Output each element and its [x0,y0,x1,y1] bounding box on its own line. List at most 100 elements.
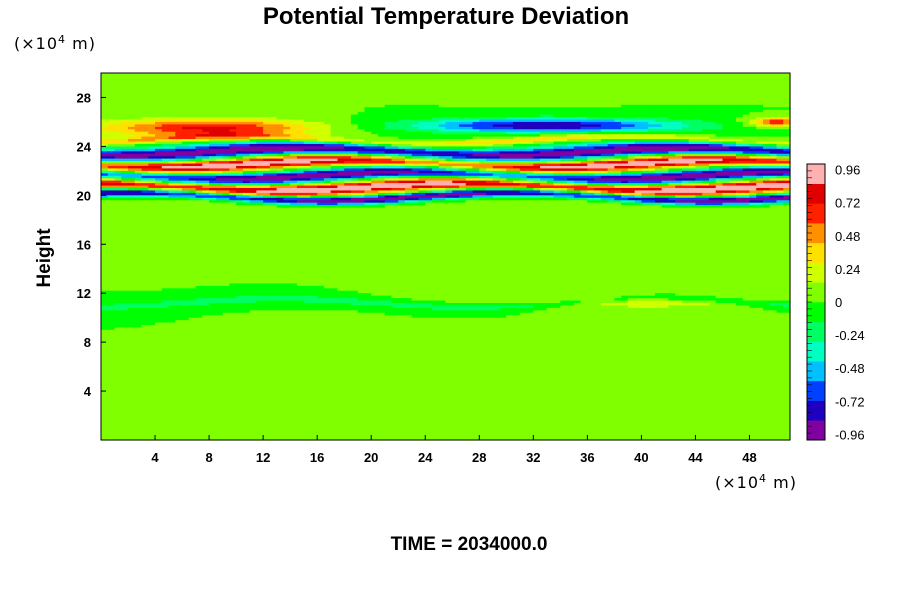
heatmap-cell [276,75,284,79]
heatmap-cell [141,107,149,111]
heatmap-cell [384,112,393,116]
heatmap-cell [695,126,703,130]
heatmap-cell [364,77,372,81]
heatmap-cell [708,107,717,111]
heatmap-cell [783,121,791,125]
heatmap-cell [607,73,615,77]
heatmap-cell [101,136,109,140]
heatmap-cell [600,95,609,99]
heatmap-cell [182,126,190,130]
heatmap-cell [695,131,703,135]
heatmap-cell [600,85,609,89]
heatmap-cell [101,102,109,106]
heatmap-cell [533,75,541,79]
heatmap-cell [641,85,649,89]
heatmap-cell [769,73,778,77]
heatmap-cell [776,109,784,113]
heatmap-cell [546,124,555,128]
heatmap-cell [519,129,528,133]
heatmap-cell [229,136,237,140]
heatmap-cell [573,97,582,101]
heatmap-cell [594,87,602,91]
heatmap-cell [594,73,602,77]
heatmap-cell [418,131,426,135]
heatmap-cell [344,119,352,123]
heatmap-cell [526,131,534,135]
heatmap-cell [573,73,582,77]
heatmap-cell [371,73,379,77]
heatmap-cell [695,95,703,99]
heatmap-cell [128,121,136,125]
heatmap-cell [404,131,413,135]
heatmap-cell [357,85,366,89]
heatmap-cell [161,80,170,84]
heatmap-cell [438,109,447,113]
heatmap-cell [310,85,318,89]
heatmap-cell [445,124,453,128]
heatmap-cell [648,85,656,89]
heatmap-cell [560,112,568,116]
heatmap-cell [161,126,170,130]
heatmap-cell [749,121,757,125]
heatmap-cell [425,95,433,99]
heatmap-cell [546,117,555,121]
heatmap-cell [175,119,183,123]
heatmap-cell [209,85,217,89]
heatmap-cell [614,92,622,96]
heatmap-cell [634,97,642,101]
heatmap-cell [290,131,298,135]
heatmap-cell [202,90,210,94]
heatmap-cell [222,75,230,79]
heatmap-cell [195,117,203,121]
heatmap-cell [702,97,710,101]
heatmap-cell [715,104,724,108]
heatmap-cell [344,114,352,118]
heatmap-cell [614,134,622,138]
heatmap-cell [654,87,663,91]
heatmap-cell [587,119,595,123]
heatmap-cell [580,112,588,116]
heatmap-cell [702,139,710,143]
heatmap-cell [256,77,264,81]
heatmap-cell [114,80,122,84]
heatmap-cell [236,82,244,86]
heatmap-cell [641,90,649,94]
heatmap-cell [391,134,399,138]
heatmap-cell [391,112,399,116]
heatmap-cell [587,85,595,89]
heatmap-cell [276,97,284,101]
heatmap-cell [337,129,345,133]
heatmap-cell [330,129,339,133]
heatmap-cell [121,97,129,101]
heatmap-cell [540,104,548,108]
heatmap-cell [269,95,278,99]
heatmap-cell [330,109,339,113]
heatmap-cell [202,87,210,91]
heatmap-cell [350,121,359,125]
heatmap-cell [317,104,325,108]
heatmap-cell [492,134,501,138]
heatmap-cell [695,117,703,121]
heatmap-cell [276,102,284,106]
heatmap-cell [249,112,257,116]
heatmap-cell [769,126,778,130]
heatmap-cell [148,126,156,130]
heatmap-cell [411,92,420,96]
heatmap-cell [749,77,757,81]
heatmap-cell [546,104,555,108]
heatmap-cell [263,121,271,125]
heatmap-cell [749,82,757,86]
heatmap-cell [168,99,176,103]
heatmap-cell [418,73,426,77]
heatmap-cell [722,107,730,111]
heatmap-cell [722,85,730,89]
heatmap-cell [222,126,230,130]
heatmap-cell [681,124,690,128]
heatmap-cell [513,107,521,111]
heatmap-cell [762,87,771,91]
heatmap-cell [269,77,278,81]
heatmap-cell [519,107,528,111]
y-unit-label: (×104 m) [14,33,96,53]
heatmap-cell [607,85,615,89]
heatmap-cell [350,92,359,96]
